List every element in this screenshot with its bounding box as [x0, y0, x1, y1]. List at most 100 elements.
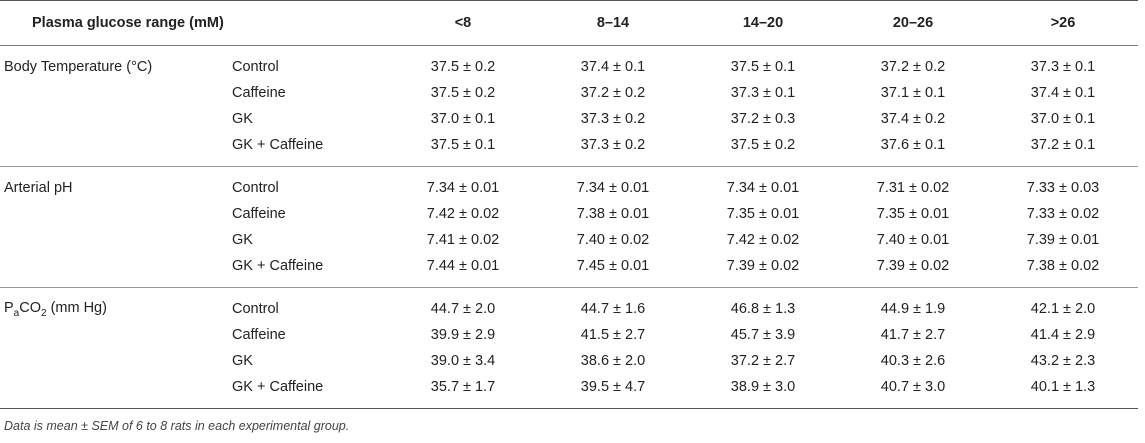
value-cell: 37.2 ± 0.1 — [1030, 137, 1096, 153]
param-text-unit: (mm Hg) — [46, 299, 107, 316]
group-label: GK + Caffeine — [232, 137, 324, 153]
value-cell: 7.44 ± 0.01 — [426, 258, 500, 274]
table-row: PaCO2 (mm Hg) Control 44.7 ± 2.0 44.7 ± … — [0, 288, 1138, 323]
value-cell: 39.0 ± 3.4 — [430, 353, 496, 369]
param-text-p: P — [4, 299, 14, 316]
range-label: Plasma glucose range (mM) — [0, 0, 388, 46]
value-cell: 37.5 ± 0.2 — [430, 59, 496, 75]
value-cell: 37.0 ± 0.1 — [1030, 111, 1096, 127]
param-sub-2: 2 — [40, 307, 47, 319]
value-cell: 7.33 ± 0.03 — [1026, 180, 1100, 196]
parameter-empty — [0, 322, 228, 348]
parameter-empty — [0, 227, 228, 253]
value-cell: 7.34 ± 0.01 — [726, 180, 800, 196]
value-cell: 44.9 ± 1.9 — [880, 301, 946, 317]
value-cell: 7.39 ± 0.02 — [726, 258, 800, 274]
table-footnote: Data is mean ± SEM of 6 to 8 rats in eac… — [4, 419, 350, 433]
value-cell: 39.5 ± 4.7 — [580, 379, 646, 395]
value-cell: 35.7 ± 1.7 — [430, 379, 496, 395]
value-cell: 7.40 ± 0.02 — [576, 232, 650, 248]
value-cell: 37.2 ± 0.3 — [730, 111, 796, 127]
value-cell: 37.2 ± 0.2 — [580, 85, 646, 101]
value-cell: 7.42 ± 0.02 — [426, 206, 500, 222]
table-row: GK + Caffeine 7.44 ± 0.01 7.45 ± 0.01 7.… — [0, 253, 1138, 288]
value-cell: 38.6 ± 2.0 — [580, 353, 646, 369]
table-row: GK 37.0 ± 0.1 37.3 ± 0.2 37.2 ± 0.3 37.4… — [0, 106, 1138, 132]
parameter-empty — [0, 106, 228, 132]
section-body-temperature: Body Temperature (°C) Control 37.5 ± 0.2… — [0, 46, 1138, 167]
value-cell: 37.4 ± 0.2 — [880, 111, 946, 127]
group-label: Caffeine — [232, 327, 286, 343]
range-col-1: <8 — [388, 0, 538, 46]
value-cell: 7.35 ± 0.01 — [876, 206, 950, 222]
parameter-empty — [0, 201, 228, 227]
table-row: Caffeine 7.42 ± 0.02 7.38 ± 0.01 7.35 ± … — [0, 201, 1138, 227]
value-cell: 40.1 ± 1.3 — [1030, 379, 1096, 395]
group-label: GK + Caffeine — [232, 379, 324, 395]
value-cell: 7.38 ± 0.01 — [576, 206, 650, 222]
group-label: Control — [232, 301, 279, 317]
value-cell: 45.7 ± 3.9 — [730, 327, 796, 343]
group-label: GK — [232, 111, 253, 127]
value-cell: 37.4 ± 0.1 — [1030, 85, 1096, 101]
table-row: Arterial pH Control 7.34 ± 0.01 7.34 ± 0… — [0, 167, 1138, 202]
parameter-label: Body Temperature (°C) — [4, 59, 153, 75]
value-cell: 41.5 ± 2.7 — [580, 327, 646, 343]
value-cell: 7.39 ± 0.01 — [1026, 232, 1100, 248]
range-col-5: >26 — [988, 0, 1138, 46]
value-cell: 37.3 ± 0.1 — [730, 85, 796, 101]
value-cell: 37.4 ± 0.1 — [580, 59, 646, 75]
value-cell: 42.1 ± 2.0 — [1030, 301, 1096, 317]
group-label: GK — [232, 232, 253, 248]
value-cell: 37.5 ± 0.2 — [730, 137, 796, 153]
range-col-4: 20–26 — [838, 0, 988, 46]
value-cell: 7.40 ± 0.01 — [876, 232, 950, 248]
value-cell: 37.1 ± 0.1 — [880, 85, 946, 101]
table-row: GK 7.41 ± 0.02 7.40 ± 0.02 7.42 ± 0.02 7… — [0, 227, 1138, 253]
group-label: Control — [232, 59, 279, 75]
value-cell: 37.3 ± 0.2 — [580, 111, 646, 127]
param-sub-a: a — [13, 307, 20, 319]
group-label: GK + Caffeine — [232, 258, 324, 274]
parameter-label: PaCO2 (mm Hg) — [0, 288, 228, 323]
table-row: Body Temperature (°C) Control 37.5 ± 0.2… — [0, 46, 1138, 81]
table-header: Plasma glucose range (mM) <8 8–14 14–20 … — [0, 0, 1138, 46]
value-cell: 44.7 ± 2.0 — [430, 301, 496, 317]
table-row: GK + Caffeine 35.7 ± 1.7 39.5 ± 4.7 38.9… — [0, 374, 1138, 409]
value-cell: 7.34 ± 0.01 — [426, 180, 500, 196]
value-cell: 7.31 ± 0.02 — [876, 180, 950, 196]
value-cell: 37.3 ± 0.1 — [1030, 59, 1096, 75]
value-cell: 7.42 ± 0.02 — [726, 232, 800, 248]
value-cell: 37.0 ± 0.1 — [430, 111, 496, 127]
value-cell: 41.4 ± 2.9 — [1030, 327, 1096, 343]
parameter-empty — [0, 80, 228, 106]
group-label: Caffeine — [232, 206, 286, 222]
value-cell: 41.7 ± 2.7 — [880, 327, 946, 343]
value-cell: 37.2 ± 0.2 — [880, 59, 946, 75]
parameter-empty — [0, 348, 228, 374]
table-row: Caffeine 39.9 ± 2.9 41.5 ± 2.7 45.7 ± 3.… — [0, 322, 1138, 348]
value-cell: 44.7 ± 1.6 — [580, 301, 646, 317]
value-cell: 7.35 ± 0.01 — [726, 206, 800, 222]
parameter-label: Arterial pH — [4, 180, 73, 196]
header-row: Plasma glucose range (mM) <8 8–14 14–20 … — [0, 0, 1138, 46]
value-cell: 38.9 ± 3.0 — [730, 379, 796, 395]
table-row: Caffeine 37.5 ± 0.2 37.2 ± 0.2 37.3 ± 0.… — [0, 80, 1138, 106]
value-cell: 37.5 ± 0.2 — [430, 85, 496, 101]
value-cell: 7.38 ± 0.02 — [1026, 258, 1100, 274]
group-label: Control — [232, 180, 279, 196]
section-paco2: PaCO2 (mm Hg) Control 44.7 ± 2.0 44.7 ± … — [0, 288, 1138, 409]
section-arterial-ph: Arterial pH Control 7.34 ± 0.01 7.34 ± 0… — [0, 167, 1138, 288]
value-cell: 43.2 ± 2.3 — [1030, 353, 1096, 369]
value-cell: 40.7 ± 3.0 — [880, 379, 946, 395]
value-cell: 37.2 ± 2.7 — [730, 353, 796, 369]
table-row: GK + Caffeine 37.5 ± 0.1 37.3 ± 0.2 37.5… — [0, 132, 1138, 167]
parameter-empty — [0, 253, 228, 288]
range-col-3: 14–20 — [688, 0, 838, 46]
value-cell: 7.45 ± 0.01 — [576, 258, 650, 274]
table-row: GK 39.0 ± 3.4 38.6 ± 2.0 37.2 ± 2.7 40.3… — [0, 348, 1138, 374]
parameter-empty — [0, 132, 228, 167]
physiology-table: Plasma glucose range (mM) <8 8–14 14–20 … — [0, 0, 1138, 409]
range-col-2: 8–14 — [538, 0, 688, 46]
